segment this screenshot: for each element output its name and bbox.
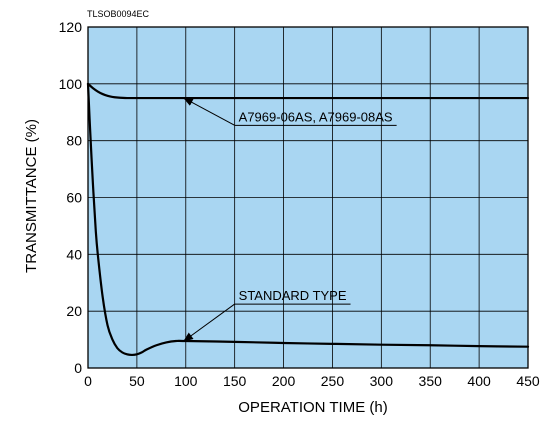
x-tick-label: 0	[84, 373, 92, 389]
annotation-label: STANDARD TYPE	[239, 288, 347, 303]
x-tick-label: 200	[272, 373, 296, 389]
y-tick-label: 20	[66, 303, 82, 319]
x-axis-label: OPERATION TIME (h)	[238, 399, 387, 416]
x-tick-label: 100	[174, 373, 198, 389]
x-tick-label: 250	[321, 373, 345, 389]
annotation-label: A7969-06AS, A7969-08AS	[239, 109, 393, 124]
x-tick-label: 400	[467, 373, 491, 389]
x-tick-label: 450	[516, 373, 540, 389]
y-tick-label: 0	[74, 360, 82, 376]
x-tick-label: 350	[419, 373, 443, 389]
figure-code: TLSOB0094EC	[87, 9, 150, 19]
y-tick-label: 80	[66, 133, 82, 149]
x-tick-label: 150	[223, 373, 247, 389]
x-tick-label: 300	[370, 373, 394, 389]
y-tick-label: 120	[59, 19, 83, 35]
y-tick-label: 60	[66, 190, 82, 206]
y-axis-label: TRANSMITTANCE (%)	[23, 119, 40, 273]
y-tick-label: 40	[66, 246, 82, 262]
x-tick-label: 50	[129, 373, 145, 389]
y-tick-label: 100	[59, 76, 83, 92]
